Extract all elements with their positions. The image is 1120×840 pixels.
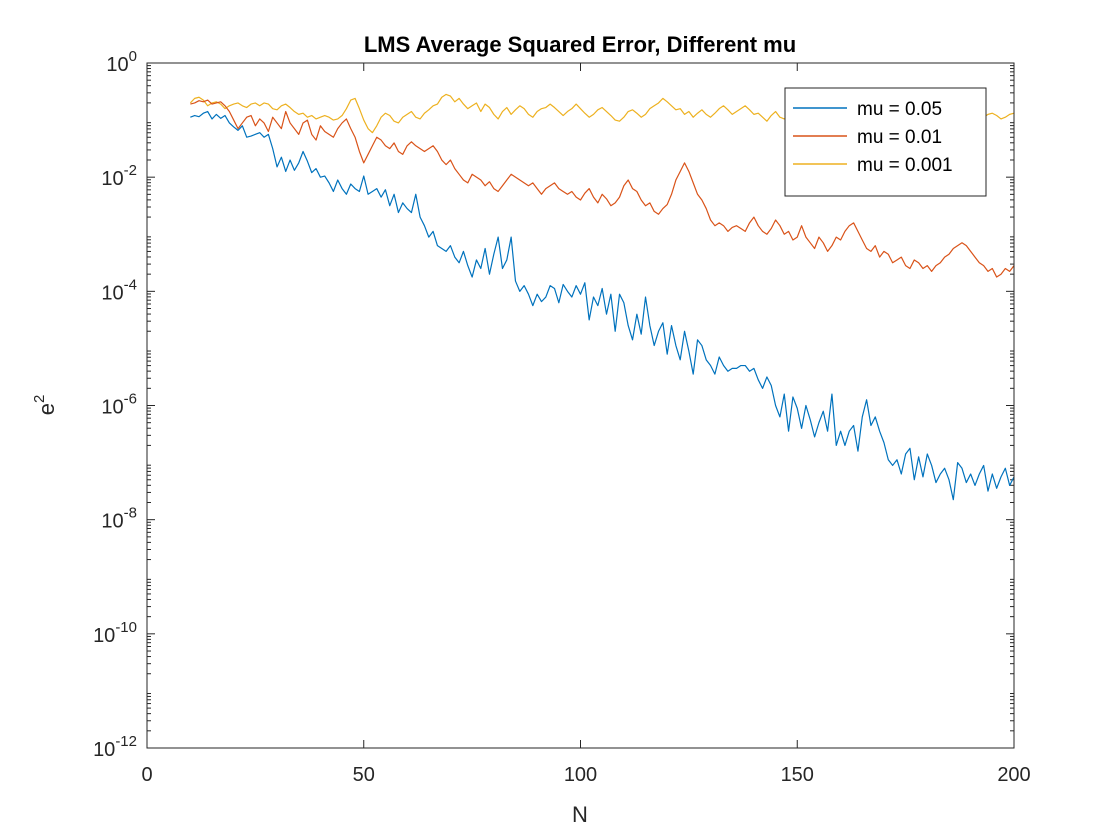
- y-tick-label-exponent: -4: [124, 276, 137, 293]
- y-axis-label-superscript: 2: [31, 395, 48, 403]
- y-tick-label: 10-10: [93, 619, 137, 647]
- legend-label: mu = 0.05: [857, 99, 942, 120]
- y-tick-label: 10-4: [101, 276, 137, 304]
- y-tick-label-exponent: -12: [115, 733, 137, 750]
- chart-title: LMS Average Squared Error, Different mu: [364, 32, 796, 57]
- series-line-2: [190, 99, 1015, 278]
- x-tick-label: 150: [781, 764, 814, 786]
- y-tick-label: 10-8: [101, 505, 137, 533]
- y-tick-label-base: 10: [101, 397, 123, 419]
- legend-label: mu = 0.01: [857, 127, 942, 148]
- legend: mu = 0.05 mu = 0.01 mu = 0.001: [784, 87, 987, 197]
- y-axis-label-base: e: [34, 403, 59, 415]
- y-tick-label: 10-2: [101, 162, 137, 190]
- y-axis-label: e2: [31, 395, 59, 416]
- y-tick-label: 10-6: [101, 391, 137, 419]
- y-tick-label: 100: [106, 48, 137, 76]
- x-tick-label: 100: [564, 764, 597, 786]
- y-tick-label-base: 10: [106, 54, 128, 76]
- y-tick-label-base: 10: [93, 625, 115, 647]
- x-axis-label: N: [572, 802, 588, 827]
- y-tick-label-exponent: -6: [124, 391, 137, 408]
- y-tick-label-base: 10: [101, 511, 123, 533]
- y-tick-label-base: 10: [101, 168, 123, 190]
- axis-ticks: [146, 62, 1015, 749]
- y-tick-label-exponent: 0: [129, 48, 137, 65]
- y-tick-label-base: 10: [101, 282, 123, 304]
- x-tick-label: 0: [141, 764, 152, 786]
- plot-frame: [146, 62, 1015, 749]
- y-tick-label-exponent: -10: [115, 619, 137, 636]
- x-tick-label: 50: [353, 764, 375, 786]
- axis-tick-labels: 0 50 100 150 20010010-210-410-610-810-1010-1…: [93, 48, 1031, 786]
- y-tick-label: 10-12: [93, 733, 137, 761]
- x-tick-label: 200: [997, 764, 1030, 786]
- legend-box: [784, 87, 987, 197]
- series-line-1: [190, 110, 1015, 501]
- y-tick-label-exponent: -8: [124, 505, 137, 522]
- legend-label: mu = 0.001: [857, 155, 953, 176]
- y-tick-label-base: 10: [93, 739, 115, 761]
- y-tick-label-exponent: -2: [124, 162, 137, 179]
